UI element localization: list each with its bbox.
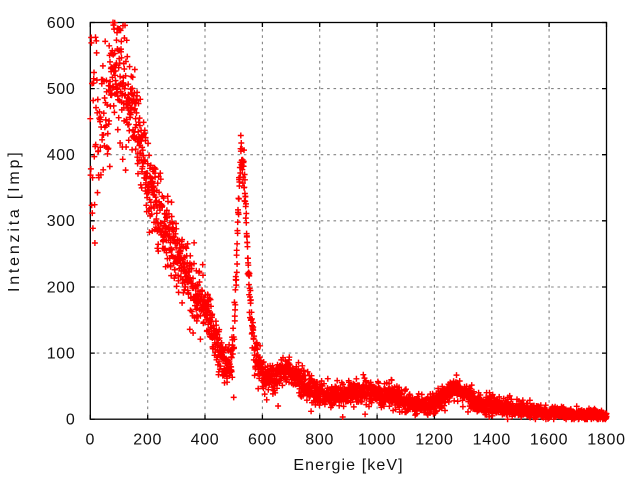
svg-text:200: 200 [133,431,162,448]
svg-text:1400: 1400 [473,431,511,448]
svg-text:200: 200 [47,279,76,296]
svg-text:800: 800 [305,431,334,448]
svg-text:600: 600 [248,431,277,448]
svg-text:0: 0 [66,412,76,429]
svg-text:100: 100 [47,345,76,362]
svg-text:Energie [keV]: Energie [keV] [293,457,403,474]
svg-text:600: 600 [47,15,76,32]
svg-text:1000: 1000 [358,431,396,448]
svg-text:1600: 1600 [530,431,568,448]
svg-text:1200: 1200 [415,431,453,448]
svg-text:300: 300 [47,213,76,230]
svg-text:400: 400 [47,147,76,164]
svg-text:1800: 1800 [587,431,625,448]
svg-text:500: 500 [47,81,76,98]
svg-text:400: 400 [191,431,220,448]
svg-text:Intenzita [Imp]: Intenzita [Imp] [6,150,23,292]
svg-text:0: 0 [85,431,95,448]
